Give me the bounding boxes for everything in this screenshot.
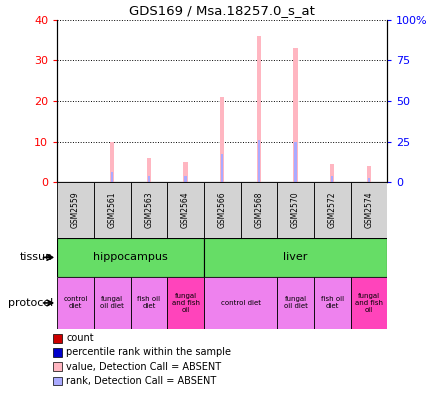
Text: GSM2566: GSM2566	[218, 192, 227, 228]
Bar	[167, 277, 204, 329]
Bar	[221, 154, 224, 182]
Text: GSM2572: GSM2572	[328, 192, 337, 228]
Bar	[351, 277, 387, 329]
Bar	[351, 182, 387, 238]
Text: fungal
oil diet: fungal oil diet	[100, 297, 124, 309]
Bar	[57, 277, 94, 329]
Text: protocol: protocol	[7, 298, 53, 308]
Bar	[277, 277, 314, 329]
Text: control diet: control diet	[220, 300, 260, 306]
Bar	[131, 182, 167, 238]
Text: percentile rank within the sample: percentile rank within the sample	[66, 347, 231, 358]
Text: count: count	[66, 333, 94, 343]
Text: GSM2568: GSM2568	[254, 192, 264, 228]
Bar	[330, 164, 334, 182]
Bar	[294, 141, 297, 182]
Text: liver: liver	[283, 252, 308, 263]
Bar	[183, 162, 188, 182]
Bar	[167, 182, 204, 238]
Bar	[314, 182, 351, 238]
Bar	[94, 277, 131, 329]
Text: fungal
and fish
oil: fungal and fish oil	[172, 293, 199, 313]
Text: GSM2563: GSM2563	[144, 192, 154, 228]
Title: GDS169 / Msa.18257.0_s_at: GDS169 / Msa.18257.0_s_at	[129, 4, 315, 17]
Text: GSM2559: GSM2559	[71, 192, 80, 228]
Text: GSM2564: GSM2564	[181, 192, 190, 228]
Text: tissue: tissue	[20, 252, 53, 263]
Bar	[110, 141, 114, 182]
Bar	[367, 166, 371, 182]
Text: hippocampus: hippocampus	[93, 252, 168, 263]
Text: rank, Detection Call = ABSENT: rank, Detection Call = ABSENT	[66, 376, 216, 386]
Bar	[258, 139, 260, 182]
Bar	[241, 182, 277, 238]
Bar	[368, 178, 370, 182]
Text: GSM2561: GSM2561	[108, 192, 117, 228]
Bar	[148, 176, 150, 182]
Bar	[204, 238, 387, 277]
Text: control
diet: control diet	[63, 297, 88, 309]
Bar	[204, 182, 241, 238]
Bar	[57, 238, 204, 277]
Bar	[147, 158, 151, 182]
Bar	[204, 277, 277, 329]
Bar	[94, 182, 131, 238]
Bar	[293, 48, 298, 182]
Text: fungal
oil diet: fungal oil diet	[284, 297, 308, 309]
Bar	[57, 182, 94, 238]
Bar	[257, 36, 261, 182]
Text: GSM2574: GSM2574	[364, 192, 374, 228]
Bar	[331, 176, 334, 182]
Bar	[111, 172, 114, 182]
Bar	[184, 176, 187, 182]
Text: fish oil
diet: fish oil diet	[137, 297, 161, 309]
Bar	[314, 277, 351, 329]
Bar	[277, 182, 314, 238]
Text: value, Detection Call = ABSENT: value, Detection Call = ABSENT	[66, 362, 221, 372]
Bar	[220, 97, 224, 182]
Bar	[131, 277, 167, 329]
Text: fungal
and fish
oil: fungal and fish oil	[355, 293, 383, 313]
Text: fish oil
diet: fish oil diet	[321, 297, 344, 309]
Text: GSM2570: GSM2570	[291, 192, 300, 228]
